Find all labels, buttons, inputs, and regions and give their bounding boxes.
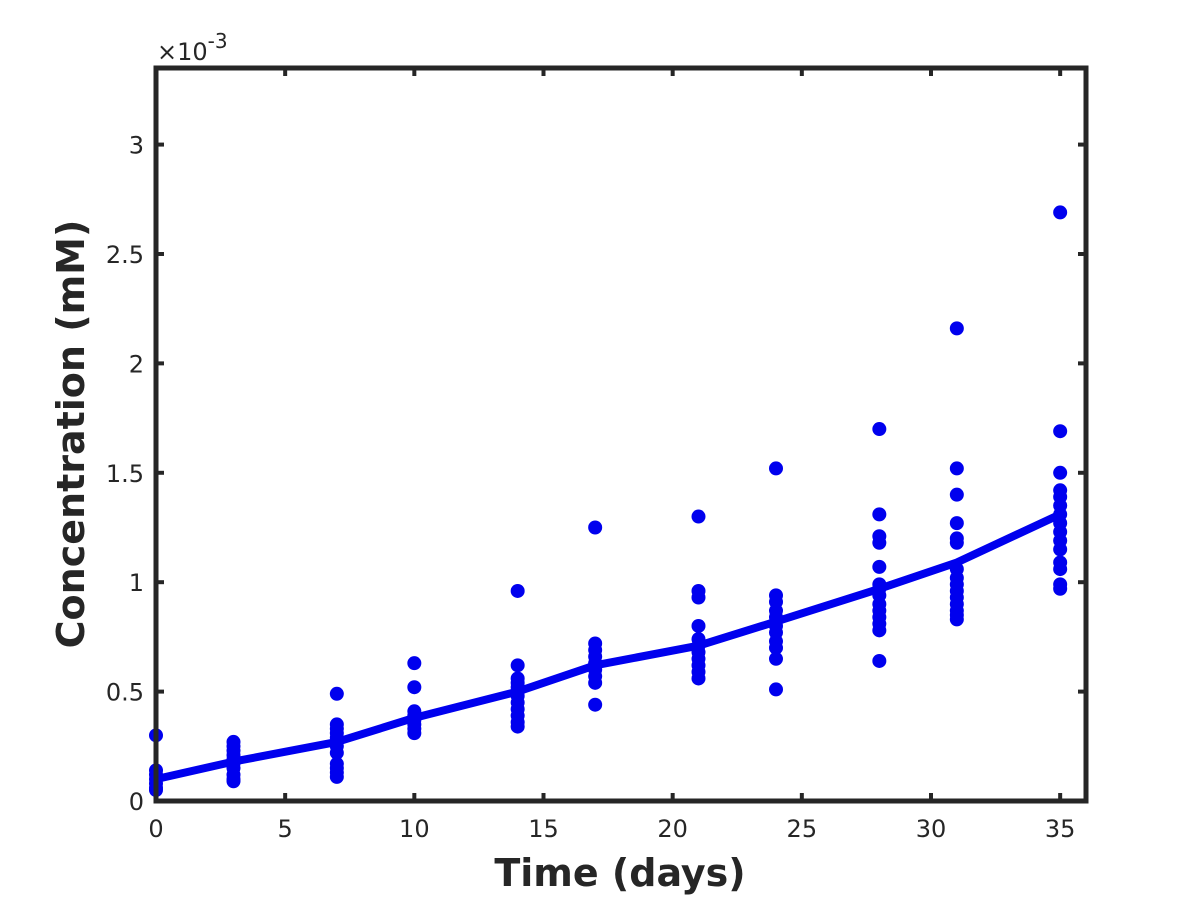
- y-tick-label: 2.5: [106, 241, 144, 269]
- fit-line-layer: [155, 510, 1062, 784]
- data-point: [1053, 424, 1068, 439]
- data-point: [1053, 205, 1068, 220]
- data-point: [769, 461, 783, 476]
- data-point: [691, 509, 706, 524]
- x-tick-label: 25: [787, 815, 818, 843]
- data-point: [1053, 465, 1068, 480]
- data-point: [769, 640, 783, 655]
- data-point: [691, 618, 706, 633]
- x-tick-label: 10: [399, 815, 430, 843]
- data-point: [407, 680, 422, 695]
- data-point: [691, 671, 706, 686]
- data-point: [407, 726, 422, 741]
- x-tick-label: 20: [657, 815, 688, 843]
- data-point: [691, 590, 706, 605]
- data-point: [226, 774, 241, 789]
- x-tick-label: 5: [278, 815, 293, 843]
- data-point: [949, 516, 964, 531]
- data-point: [1053, 542, 1068, 557]
- axes-box: [153, 65, 1089, 804]
- y-tick-label: 2: [129, 350, 144, 378]
- mean-trend-line: [155, 510, 1062, 784]
- data-point: [329, 745, 344, 760]
- data-point: [872, 623, 887, 638]
- data-point: [872, 653, 887, 668]
- data-point: [949, 321, 964, 336]
- data-point: [769, 682, 783, 697]
- data-point: [407, 656, 422, 671]
- data-point: [872, 535, 887, 550]
- data-point: [588, 675, 603, 690]
- y-tick-label: 1.5: [106, 460, 144, 488]
- y-exponent-label: ×10-3: [157, 29, 228, 66]
- data-points-layer: [149, 205, 1068, 798]
- data-point: [949, 487, 964, 502]
- y-axis-label: Concentration (mM): [49, 220, 93, 649]
- data-point: [1053, 581, 1068, 596]
- y-tick-label: 3: [129, 132, 144, 160]
- y-exponent-power: -3: [208, 29, 228, 53]
- y-tick-label: 0: [129, 788, 144, 816]
- data-point: [872, 507, 887, 522]
- data-point: [329, 769, 344, 784]
- data-point: [510, 583, 525, 598]
- data-point: [872, 559, 887, 574]
- x-tick-label: 15: [528, 815, 559, 843]
- x-axis-label: Time (days): [494, 851, 745, 895]
- data-point: [510, 719, 525, 734]
- data-point: [769, 651, 783, 666]
- data-point: [588, 697, 603, 712]
- y-tick-label: 0.5: [106, 679, 144, 707]
- axis-ticks: [154, 68, 1086, 803]
- x-tick-label: 30: [916, 815, 947, 843]
- data-point: [872, 422, 887, 437]
- data-point: [329, 686, 344, 701]
- data-point: [588, 520, 603, 535]
- x-tick-label: 35: [1045, 815, 1076, 843]
- data-point: [1053, 562, 1068, 577]
- data-point: [949, 612, 964, 627]
- tick-labels: 0 5 10 15 20 25 30 35 0 0.5 1 1.5 2 2.5 3: [106, 132, 1076, 843]
- y-tick-label: 1: [129, 569, 144, 597]
- x-tick-label: 0: [148, 815, 163, 843]
- data-point: [949, 461, 964, 476]
- data-point: [949, 535, 964, 550]
- data-point: [510, 658, 525, 673]
